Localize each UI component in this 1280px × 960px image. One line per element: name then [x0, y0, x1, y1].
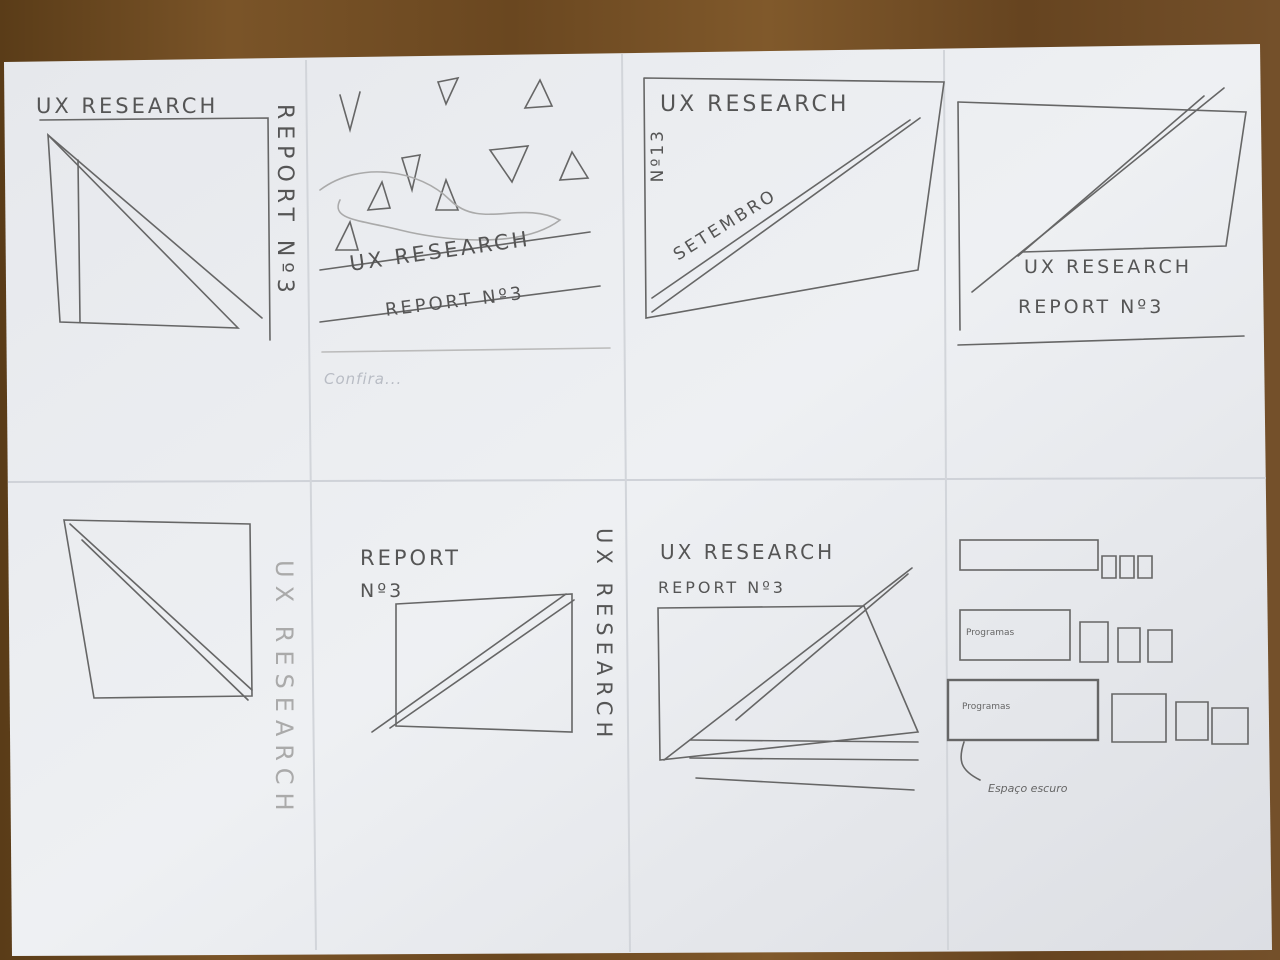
sketch1-side-text: REPORT Nº3	[272, 104, 297, 299]
sketch6-side-text: UX RESEARCH	[592, 528, 616, 744]
sketch1-line	[47, 134, 263, 319]
fold-line	[305, 59, 317, 951]
sketch6-title: REPORT	[360, 546, 461, 570]
sketch8-bar	[959, 539, 1099, 571]
sketch8-mini-boxes	[1101, 555, 1153, 579]
sketch8-arrow	[960, 741, 981, 781]
paper-sheet	[4, 44, 1272, 956]
sketch7-frame	[657, 605, 920, 761]
sketch7-subtitle: REPORT Nº3	[658, 578, 786, 597]
sketch4-frame-left	[957, 101, 961, 331]
sketch8-box	[946, 678, 1100, 742]
sketch6-number: Nº3	[360, 580, 405, 602]
sketch8-box	[959, 609, 1071, 661]
sketch6-diagonal	[371, 593, 567, 733]
sketch7-diagonal	[663, 567, 913, 761]
sketch1-triangle	[47, 132, 240, 329]
sketch2-note: Confira...	[324, 370, 403, 388]
sketch6-diagonal	[389, 599, 575, 729]
sketch4-frame	[957, 101, 1247, 253]
sketch4-title: UX RESEARCH	[1024, 256, 1193, 278]
sketch1-title: UX RESEARCH	[36, 94, 219, 118]
sketch3-diagonal	[651, 119, 911, 299]
sketch4-underline	[957, 335, 1245, 346]
sketch5-diagonal	[81, 539, 249, 701]
sketch1-frame	[39, 117, 271, 341]
sketch3-frame	[643, 77, 945, 319]
sketch7-diagonal	[735, 573, 909, 721]
sketch7-title: UX RESEARCH	[660, 540, 836, 564]
sketch5-side-text: UX RESEARCH	[270, 560, 298, 819]
sketch2-line	[319, 231, 591, 271]
sketch7-line	[689, 739, 919, 743]
sketch7-line	[689, 757, 919, 761]
sketch3-number: Nº13	[648, 128, 668, 183]
sketch3-title: UX RESEARCH	[660, 92, 850, 117]
sketch8-mini-boxes	[1111, 693, 1249, 745]
sketch2-line	[321, 347, 611, 353]
sketch6-frame	[395, 593, 573, 733]
sketch2-line	[319, 285, 601, 323]
fold-line	[943, 49, 949, 951]
sketch8-mini-boxes	[1079, 621, 1173, 663]
sketch4-diagonal	[971, 87, 1225, 293]
fold-line	[7, 477, 1267, 483]
sketch5-frame	[63, 519, 253, 699]
sketch1-line	[77, 159, 81, 323]
sketch4-subtitle: REPORT Nº3	[1018, 296, 1165, 318]
sketch4-diagonal	[1017, 95, 1205, 257]
sketch7-line	[695, 777, 915, 791]
fold-line	[621, 53, 631, 953]
sketch8-annotation: Espaço escuro	[988, 782, 1068, 795]
sketch8-box2-label: Programas	[962, 702, 1011, 712]
sketch2-shapes	[334, 76, 590, 251]
sketch3-diagonal	[651, 117, 921, 313]
sketch5-diagonal	[69, 523, 253, 691]
sketch8-box1-label: Programas	[966, 628, 1015, 638]
sketch2-scribble	[319, 171, 562, 241]
